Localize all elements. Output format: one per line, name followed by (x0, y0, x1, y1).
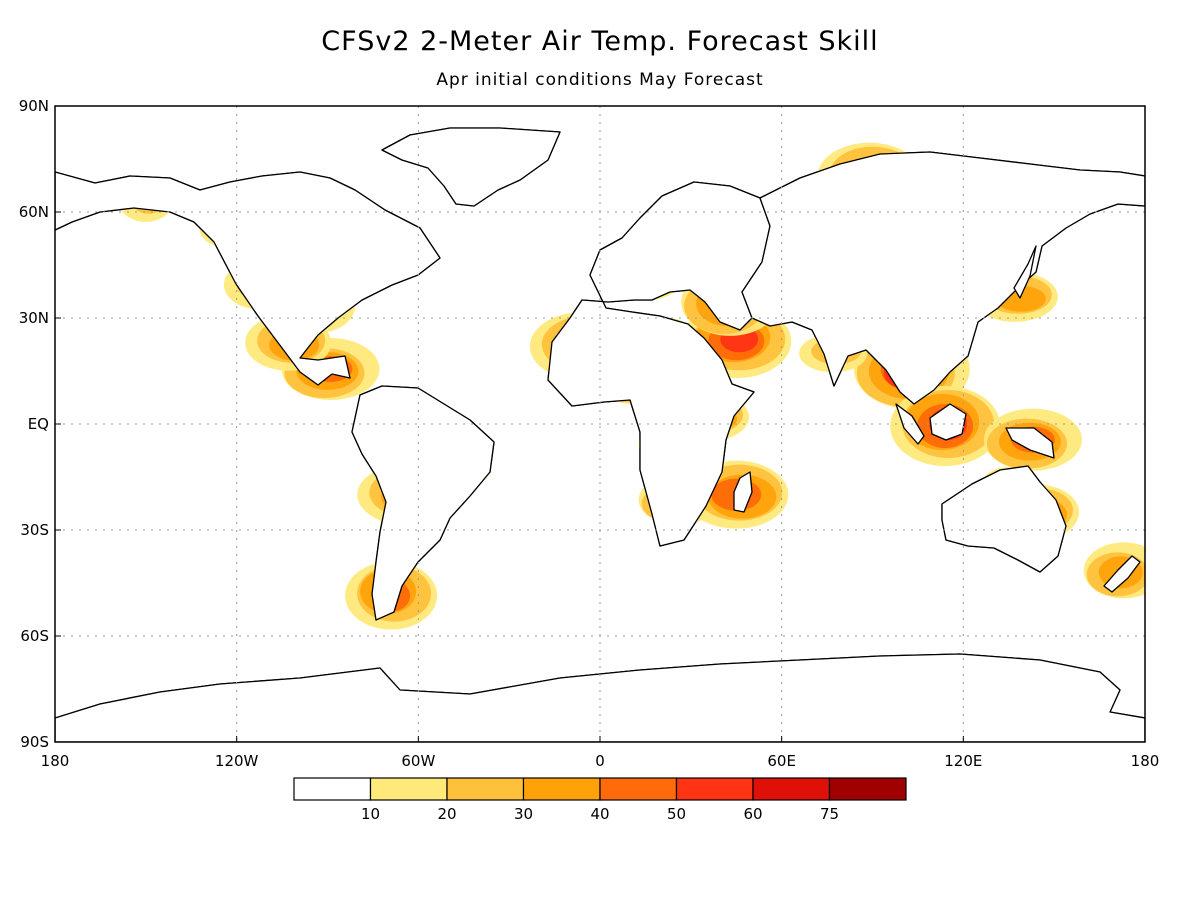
colorbar-swatch (522, 777, 601, 801)
lon-label: 180 (41, 752, 70, 770)
colorbar-label: 50 (667, 805, 686, 823)
map-subtitle: Apr initial conditions May Forecast (436, 70, 764, 90)
longitude-axis: 180 120W 60W 0 60E 120E 180 (41, 736, 1160, 770)
colorbar-swatch (752, 777, 831, 801)
lon-label: 60E (767, 752, 796, 770)
lon-label: 60W (401, 752, 435, 770)
lon-label: 0 (595, 752, 605, 770)
lat-label: 60S (20, 627, 49, 645)
colorbar-swatch (828, 777, 907, 801)
colorbar-label: 40 (590, 805, 609, 823)
colorbar-label: 20 (437, 805, 456, 823)
graticule (55, 106, 1145, 742)
lat-label: EQ (28, 415, 49, 433)
lat-label: 60N (19, 203, 49, 221)
lat-label: 90S (20, 733, 49, 751)
colorbar-swatch (369, 777, 448, 801)
colorbar-swatch (675, 777, 754, 801)
colorbar-label: 30 (514, 805, 533, 823)
lat-label: 30S (20, 521, 49, 539)
latitude-axis: 90N 60N 30N EQ 30S 60S 90S (19, 97, 61, 751)
colorbar-swatch (446, 777, 525, 801)
colorbar-swatch (293, 777, 372, 801)
colorbar-label: 10 (361, 805, 380, 823)
lon-label: 180 (1131, 752, 1160, 770)
colorbar-label: 60 (743, 805, 762, 823)
lon-label: 120E (944, 752, 982, 770)
lat-label: 90N (19, 97, 49, 115)
map-title: CFSv2 2-Meter Air Temp. Forecast Skill (321, 26, 879, 57)
colorbar: 10 20 30 40 50 60 75 (293, 777, 907, 823)
lon-label: 120W (215, 752, 259, 770)
colorbar-swatch (599, 777, 678, 801)
lat-label: 30N (19, 309, 49, 327)
colorbar-label: 75 (820, 805, 839, 823)
